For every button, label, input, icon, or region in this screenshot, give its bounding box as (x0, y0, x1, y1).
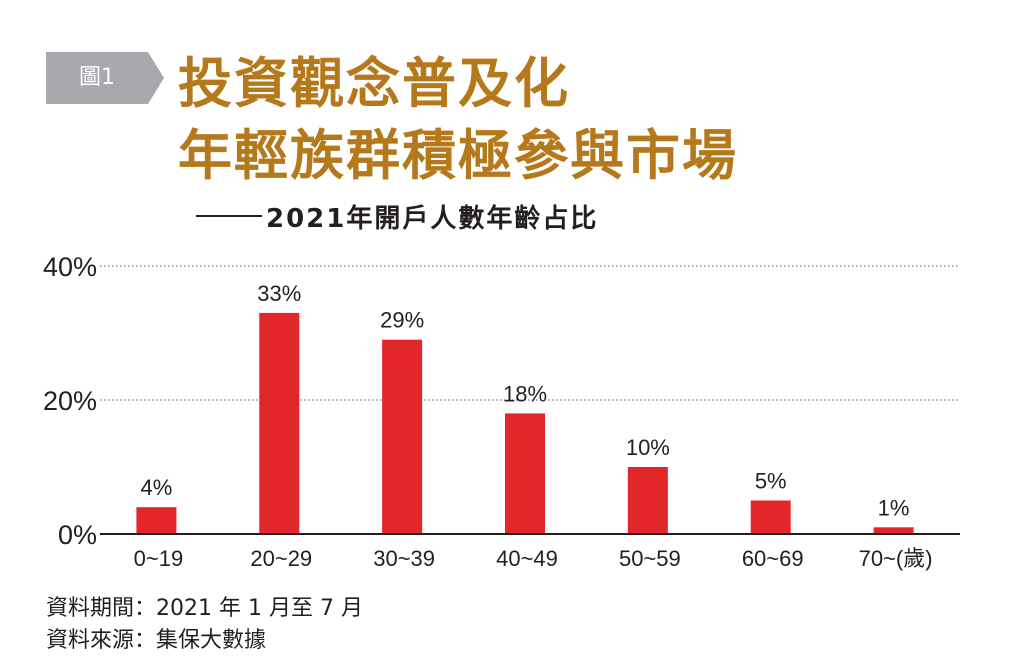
y-tick-label: 40% (43, 252, 97, 282)
bar (873, 527, 914, 534)
bar (259, 312, 300, 534)
chart-title-line-1: 投資觀念普及化 (178, 51, 570, 115)
bar (750, 500, 791, 534)
chart-subtitle: 2021年開戶人數年齡占比 (266, 204, 599, 234)
x-tick-label: 60~69 (742, 546, 804, 571)
data-label: 4% (141, 475, 173, 500)
data-label: 18% (503, 381, 547, 406)
data-label: 33% (257, 281, 301, 306)
bar (627, 467, 668, 534)
x-tick-label: 70~(歲) (859, 546, 933, 571)
data-label: 5% (755, 469, 787, 494)
data-label: 29% (380, 308, 424, 333)
bar (136, 507, 177, 534)
x-tick-label: 40~49 (496, 546, 558, 571)
data-source-note: 資料來源：集保大數據 (46, 628, 267, 653)
figure-tag-label: 圖1 (79, 65, 115, 90)
data-label: 1% (878, 495, 910, 520)
data-period-note: 資料期間：2021 年 1 月至 7 月 (46, 596, 363, 621)
x-tick-label: 50~59 (619, 546, 681, 571)
x-tick-label: 0~19 (134, 546, 184, 571)
x-tick-label: 20~29 (250, 546, 312, 571)
tag-arrow-shape (46, 52, 164, 104)
chart-title-line-2: 年輕族群積極參與市場 (178, 123, 738, 187)
figure-tag: 圖1 (46, 52, 164, 104)
bar (382, 339, 423, 534)
bar (505, 413, 545, 534)
subtitle-rule (196, 215, 262, 217)
data-label: 10% (626, 435, 670, 460)
y-tick-label: 0% (58, 520, 97, 550)
y-tick-label: 20% (43, 386, 97, 416)
x-tick-label: 30~39 (373, 546, 435, 571)
